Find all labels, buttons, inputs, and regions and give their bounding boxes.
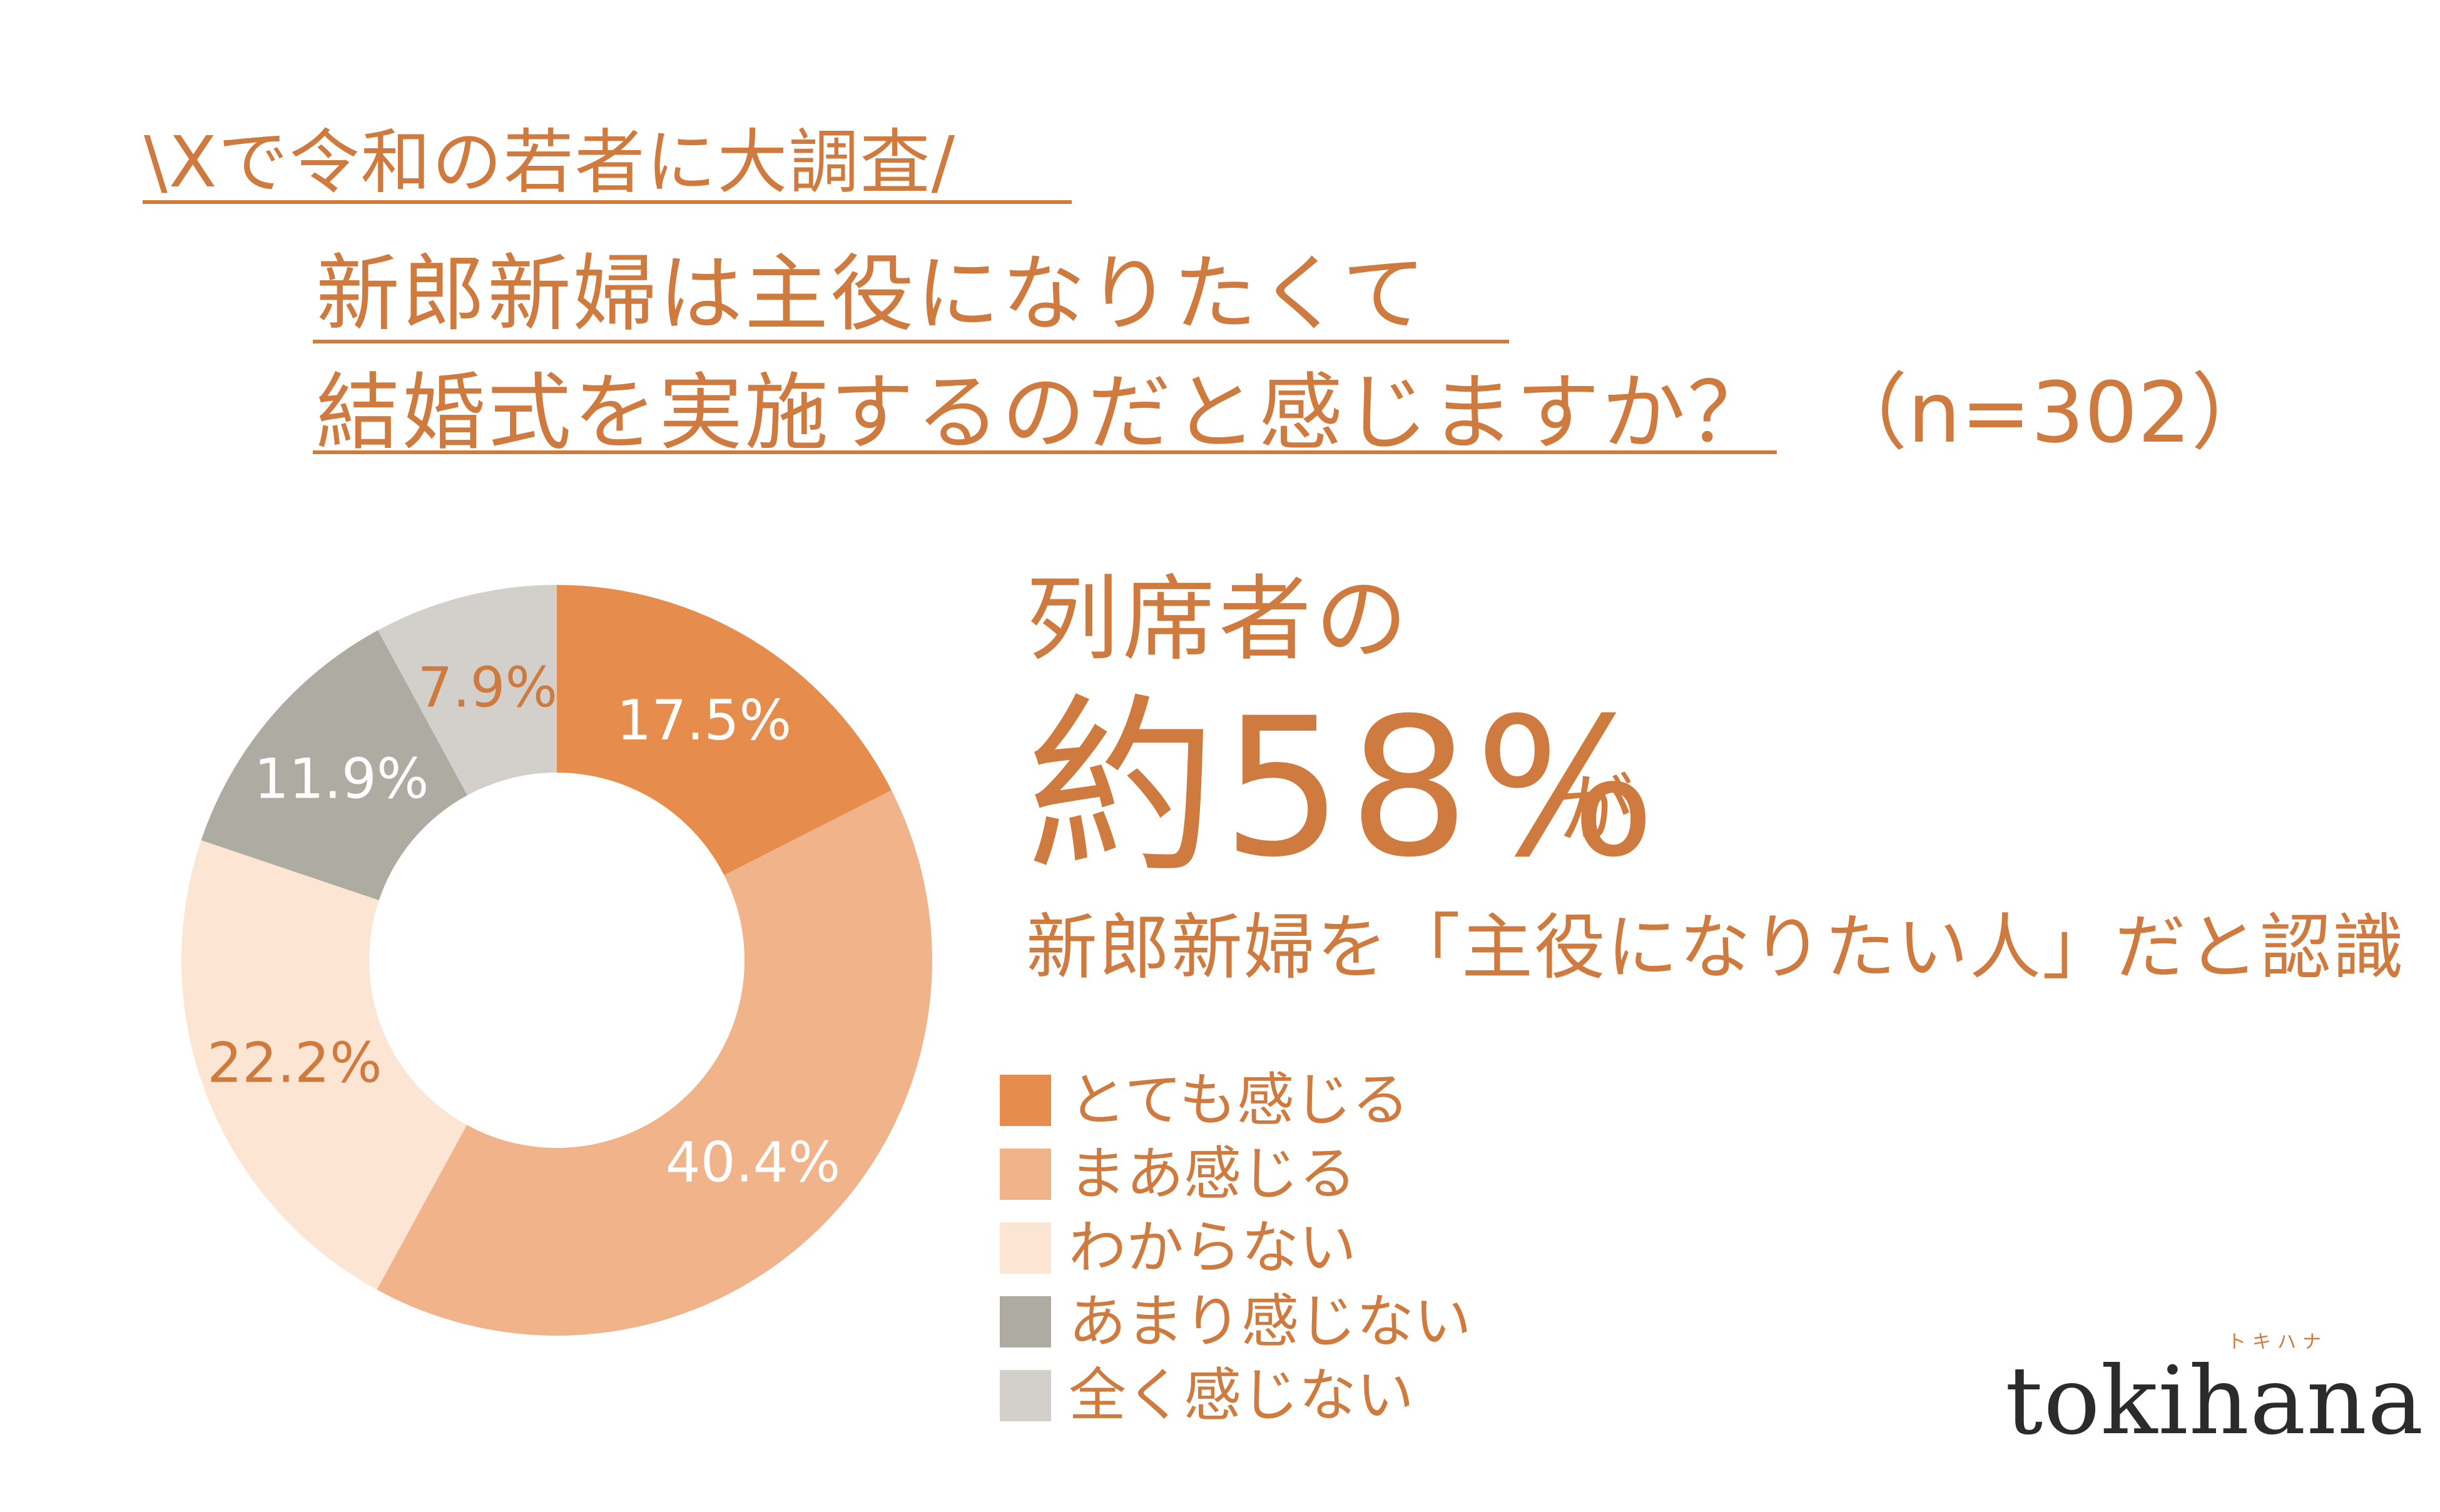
kicker-underline (143, 200, 1072, 204)
highlight-suffix: が (1558, 766, 1633, 853)
legend-label: あまり感じない (1069, 1288, 1472, 1355)
highlight-big-number: 約58% (1026, 677, 1661, 899)
brand-logo: tokihana (2005, 1347, 2424, 1456)
legend-swatch (1000, 1149, 1051, 1200)
slice-label: 17.5% (617, 688, 792, 753)
kicker-text: \Xで令和の若者に大調査/ (144, 122, 957, 203)
highlight-line-1: 列席者の (1026, 566, 1411, 673)
title-line-2: 結婚式を実施するのだと感じますか？ (316, 364, 1774, 462)
donut-slice (377, 585, 557, 796)
logo-kana: トキハナ (2227, 1331, 2327, 1353)
legend-item: まあ感じる (1000, 1137, 1472, 1211)
slice-label: 40.4% (666, 1130, 841, 1194)
slice-label: 7.9% (418, 655, 558, 719)
slice-label: 22.2% (207, 1030, 382, 1095)
legend-item: わからない (1000, 1211, 1472, 1285)
legend-item: 全く感じない (1000, 1359, 1472, 1433)
legend-item: あまり感じない (1000, 1285, 1472, 1359)
donut-slice (181, 840, 467, 1290)
donut-slice (201, 630, 467, 901)
legend-swatch (1000, 1370, 1051, 1421)
legend-label: 全く感じない (1069, 1362, 1415, 1429)
legend-swatch (1000, 1075, 1051, 1126)
donut-slice (377, 790, 933, 1336)
slice-label: 11.9% (254, 747, 429, 811)
highlight-line-3: 新郎新婦を「主役になりたい人」だと認識 (1026, 906, 2406, 989)
donut-slice (557, 585, 892, 876)
legend-swatch (1000, 1222, 1051, 1274)
title-line-2-underline (313, 450, 1777, 454)
title-line-1: 新郎新婦は主役になりたくて (316, 245, 1428, 343)
legend-label: まあ感じる (1069, 1140, 1357, 1207)
sample-size: （n=302） (1824, 364, 2275, 462)
chart-legend: とても感じる まあ感じるわからないあまり感じない 全く感じない (1000, 1063, 1472, 1433)
donut-chart: 17.5% 40.4% 22.2% 11.9% 7.9% (181, 585, 933, 1336)
legend-swatch (1000, 1296, 1051, 1347)
title-line-1-underline (313, 340, 1509, 343)
legend-label: わからない (1069, 1214, 1357, 1281)
legend-label: とても感じる (1069, 1067, 1410, 1134)
legend-item: とても感じる (1000, 1063, 1472, 1137)
